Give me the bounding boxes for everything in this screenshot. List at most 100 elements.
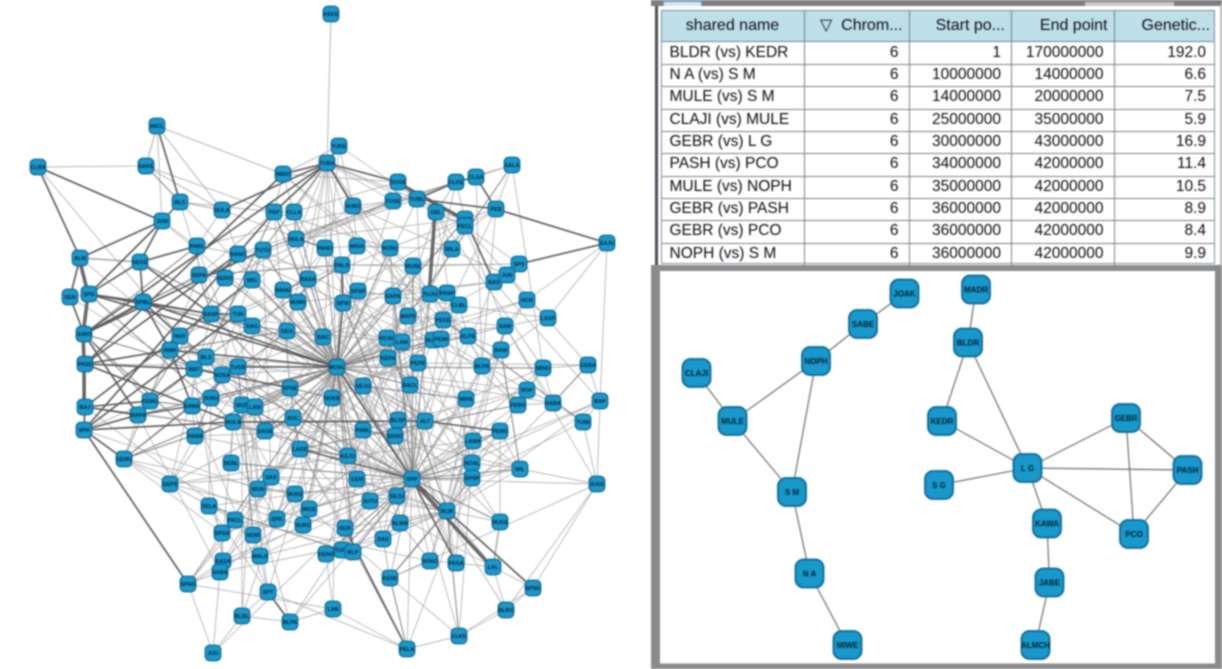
svg-text:SAKE: SAKE xyxy=(138,164,154,170)
svg-text:LAL: LAL xyxy=(488,565,499,571)
svg-text:SPNO: SPNO xyxy=(180,582,196,588)
svg-text:PABL: PABL xyxy=(356,428,371,434)
svg-text:PABL: PABL xyxy=(190,244,205,250)
svg-text:BAC: BAC xyxy=(317,335,329,341)
svg-text:SAS: SAS xyxy=(265,475,277,481)
svg-text:ALMCH: ALMCH xyxy=(1021,641,1050,650)
svg-text:MIL: MIL xyxy=(515,467,525,473)
svg-text:NOM: NOM xyxy=(247,533,260,539)
svg-text:TUBA: TUBA xyxy=(319,161,334,167)
svg-text:TUN: TUN xyxy=(232,312,243,318)
svg-text:NULA: NULA xyxy=(288,237,303,243)
svg-text:KEPA: KEPA xyxy=(381,356,396,362)
svg-text:N A: N A xyxy=(803,570,817,579)
svg-text:GEG: GEG xyxy=(281,329,293,335)
svg-text:MUSE: MUSE xyxy=(405,264,421,270)
svg-text:PAWA: PAWA xyxy=(187,434,203,440)
svg-text:SASA: SASA xyxy=(215,559,230,565)
svg-text:SPBL: SPBL xyxy=(136,300,151,306)
svg-text:MUN: MUN xyxy=(252,487,265,493)
svg-text:PASA: PASA xyxy=(449,561,464,567)
svg-text:CLKE: CLKE xyxy=(449,180,464,186)
svg-text:PEKE: PEKE xyxy=(436,318,451,324)
svg-text:SPSA: SPSA xyxy=(215,531,230,537)
svg-text:SEGE: SEGE xyxy=(132,260,148,266)
svg-text:GEPE: GEPE xyxy=(162,482,178,488)
svg-text:TUGE: TUGE xyxy=(230,365,246,371)
svg-text:JUG: JUG xyxy=(207,651,218,657)
svg-text:SEN: SEN xyxy=(64,295,75,301)
svg-text:PAP: PAP xyxy=(269,210,280,216)
svg-text:BLPA: BLPA xyxy=(283,620,298,626)
svg-text:ALT: ALT xyxy=(420,419,431,425)
svg-text:TUMI: TUMI xyxy=(576,420,590,426)
svg-text:MINU: MINU xyxy=(536,366,550,372)
svg-text:SASP: SASP xyxy=(204,312,219,318)
svg-text:NOAL: NOAL xyxy=(464,461,480,467)
svg-text:ROGE: ROGE xyxy=(390,180,407,186)
svg-text:SAPA: SAPA xyxy=(386,294,401,300)
svg-text:WANU: WANU xyxy=(275,288,292,294)
svg-text:LAWA: LAWA xyxy=(465,439,481,445)
svg-text:NOS: NOS xyxy=(521,298,533,304)
svg-text:KEJU: KEJU xyxy=(341,454,356,460)
svg-text:SAG: SAG xyxy=(246,324,258,330)
svg-text:NUKE: NUKE xyxy=(324,396,340,402)
svg-text:SEJU: SEJU xyxy=(390,494,404,500)
svg-text:SAS: SAS xyxy=(377,537,389,543)
svg-text:NURO: NURO xyxy=(295,523,312,529)
svg-text:JUTU: JUTU xyxy=(363,499,377,505)
svg-text:CLKE: CLKE xyxy=(452,634,467,640)
svg-text:SALA: SALA xyxy=(505,163,520,169)
svg-text:MUMU: MUMU xyxy=(289,300,306,306)
svg-text:SPR: SPR xyxy=(78,428,89,434)
svg-text:PANU: PANU xyxy=(317,246,332,252)
svg-text:PEMU: PEMU xyxy=(492,429,508,435)
svg-text:BAP: BAP xyxy=(594,399,606,405)
svg-text:SPSE: SPSE xyxy=(283,386,298,392)
svg-text:SABA: SABA xyxy=(212,570,228,576)
svg-text:JUGE: JUGE xyxy=(590,482,605,488)
svg-text:BANO: BANO xyxy=(230,252,247,258)
svg-text:SEBL: SEBL xyxy=(224,461,239,467)
svg-text:TUCL: TUCL xyxy=(335,548,350,554)
svg-text:BLC: BLC xyxy=(174,200,185,206)
svg-text:S G: S G xyxy=(932,481,946,490)
svg-text:SAGE: SAGE xyxy=(257,429,273,435)
svg-text:MUGE: MUGE xyxy=(492,520,509,526)
svg-text:BLPA: BLPA xyxy=(475,364,490,370)
svg-text:PACL: PACL xyxy=(228,518,243,524)
svg-text:NONO: NONO xyxy=(422,559,439,565)
svg-text:SAJU: SAJU xyxy=(600,241,615,247)
svg-text:NUK: NUK xyxy=(174,334,186,340)
svg-text:TUJU: TUJU xyxy=(423,292,437,298)
svg-text:WAPE: WAPE xyxy=(400,314,417,320)
svg-text:NOSA: NOSA xyxy=(214,373,230,379)
svg-text:PECL: PECL xyxy=(458,224,473,230)
svg-text:WALA: WALA xyxy=(252,554,268,560)
svg-text:JOAK: JOAK xyxy=(893,290,915,299)
svg-text:SEJU: SEJU xyxy=(356,384,370,390)
svg-text:SAM: SAM xyxy=(499,324,512,330)
svg-text:BLW: BLW xyxy=(441,509,454,515)
svg-text:LAM: LAM xyxy=(396,340,408,346)
svg-text:L G: L G xyxy=(1021,464,1034,473)
svg-text:TUSE: TUSE xyxy=(386,199,401,205)
svg-text:SPSP: SPSP xyxy=(351,289,366,295)
svg-text:ROL: ROL xyxy=(287,416,299,422)
svg-text:SPSP: SPSP xyxy=(465,476,480,482)
svg-text:MIPA: MIPA xyxy=(459,397,472,403)
svg-text:CLSA: CLSA xyxy=(469,175,484,181)
svg-text:SPW: SPW xyxy=(337,301,350,307)
svg-text:TUBL: TUBL xyxy=(410,197,425,203)
svg-text:JURO: JURO xyxy=(76,332,92,338)
svg-text:MUS: MUS xyxy=(236,403,249,409)
svg-text:ROP: ROP xyxy=(521,388,533,394)
svg-text:SEPA: SEPA xyxy=(192,273,207,279)
svg-text:SELA: SELA xyxy=(202,504,217,510)
svg-text:NUNU: NUNU xyxy=(382,246,398,252)
svg-text:JUN: JUN xyxy=(501,273,512,279)
svg-text:MISA: MISA xyxy=(350,244,364,250)
svg-text:LASP: LASP xyxy=(541,316,556,322)
svg-text:KENO: KENO xyxy=(318,552,335,558)
